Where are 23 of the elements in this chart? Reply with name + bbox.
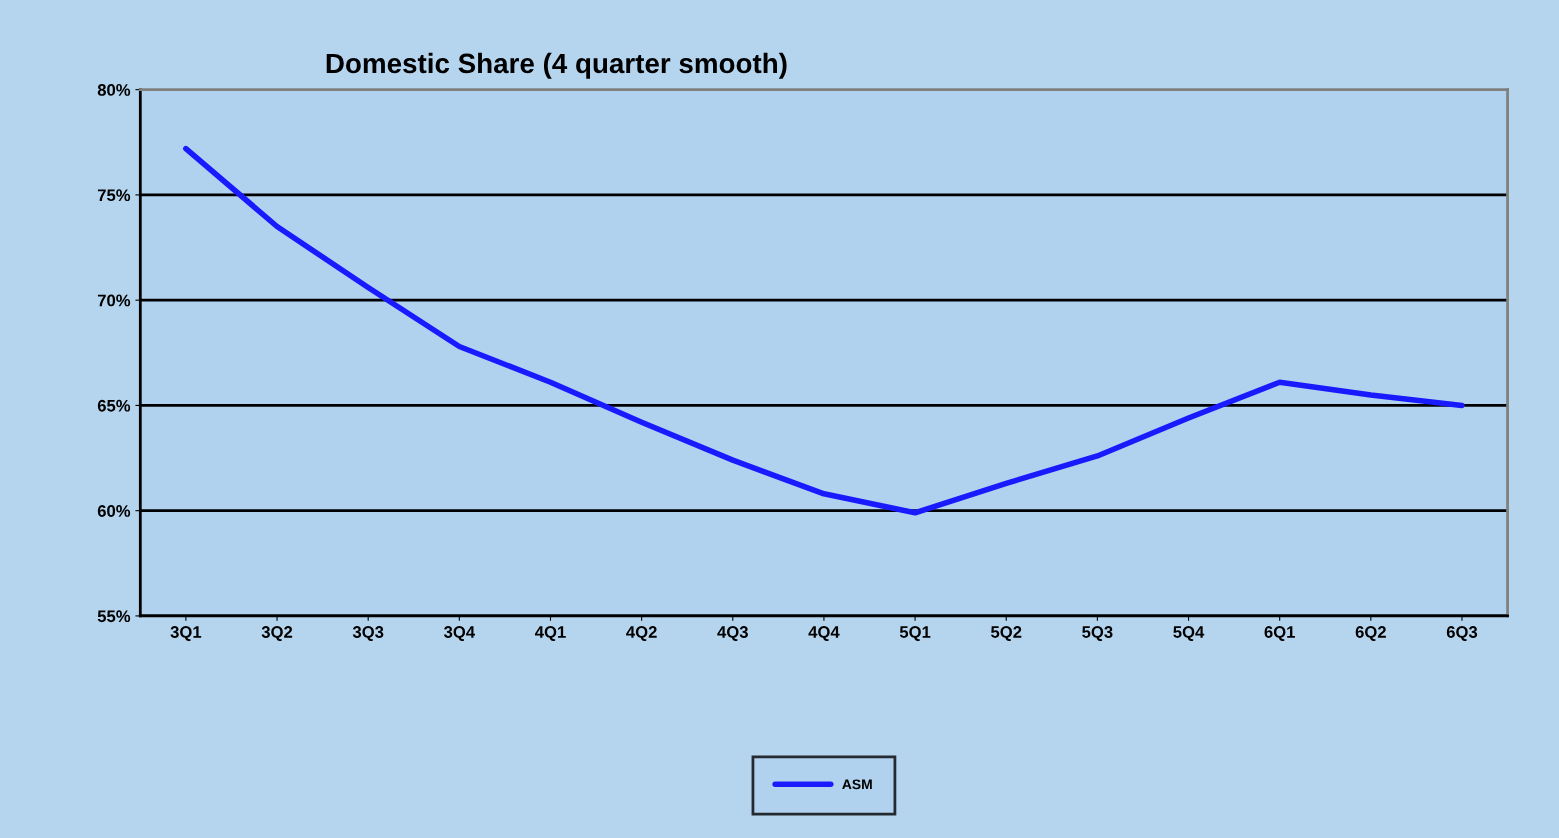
y-tick-label: 65% [97,399,131,412]
x-tick-label: 6Q1 [1264,626,1295,642]
x-tick-label: 4Q4 [808,626,840,642]
x-tick-label: 5Q3 [1082,626,1113,642]
x-tick-label: 4Q1 [534,626,566,642]
x-tick-label: 3Q3 [352,626,384,642]
x-tick-label: 6Q2 [1355,626,1386,642]
x-tick-label: 3Q4 [443,626,475,642]
x-tick-label: 5Q4 [1173,626,1205,642]
y-tick-label: 80% [97,84,131,96]
y-tick-label: 55% [97,610,131,623]
x-tick-label: 4Q3 [717,626,748,642]
x-tick-label: 3Q1 [170,626,202,642]
x-tick-label: 6Q3 [1446,626,1478,642]
x-tick-label: 5Q2 [990,626,1022,642]
y-tick-label: 70% [97,294,131,307]
y-tick-label: 75% [97,189,131,202]
legend-label: ASM [842,779,872,790]
chart-title: Domestic Share (4 quarter smooth) [326,52,787,79]
x-tick-label: 4Q2 [626,626,657,642]
x-tick-label: 5Q1 [899,626,931,642]
y-tick-label: 60% [97,505,131,517]
x-tick-label: 3Q2 [261,626,293,642]
